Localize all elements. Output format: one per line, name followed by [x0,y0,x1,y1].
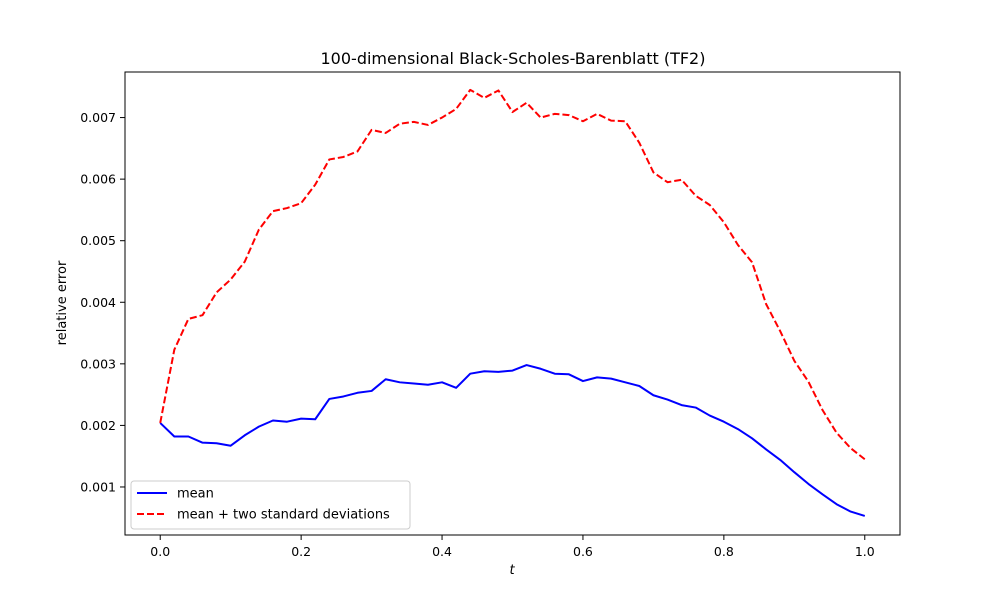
y-tick-label: 0.002 [80,418,116,433]
x-tick-label: 0.4 [432,544,452,559]
series-line-mean-plus-two-std [159,88,866,461]
legend-label-mean: mean [177,487,214,502]
y-tick-label: 0.003 [80,356,116,371]
x-tick-label: 0.0 [150,544,170,559]
legend-box [130,480,411,530]
series-line-mean [159,364,866,517]
x-tick-label: 0.8 [714,544,734,559]
x-axis-ticks: 0.0 0.2 0.4 0.6 0.8 1.0 [150,535,875,559]
y-tick-label: 0.005 [80,233,116,248]
y-tick-label: 0.001 [80,479,116,494]
x-axis-label: t [509,563,515,578]
y-axis-label: relative error [55,260,70,345]
x-tick-label: 0.6 [573,544,593,559]
plot-series [159,88,866,517]
y-tick-label: 0.007 [80,110,116,125]
legend: mean mean + two standard deviations [130,480,411,530]
y-tick-label: 0.004 [80,295,116,310]
plot-frame [124,71,901,536]
x-tick-label: 0.2 [291,544,311,559]
legend-label-mean-plus-two-std: mean + two standard deviations [177,508,390,523]
x-tick-label: 1.0 [855,544,875,559]
y-tick-label: 0.006 [80,172,116,187]
chart-title: 100-dimensional Black-Scholes-Barenblatt… [321,49,706,68]
y-axis-ticks: 0.001 0.002 0.003 0.004 0.005 0.006 0.007 [80,110,125,494]
